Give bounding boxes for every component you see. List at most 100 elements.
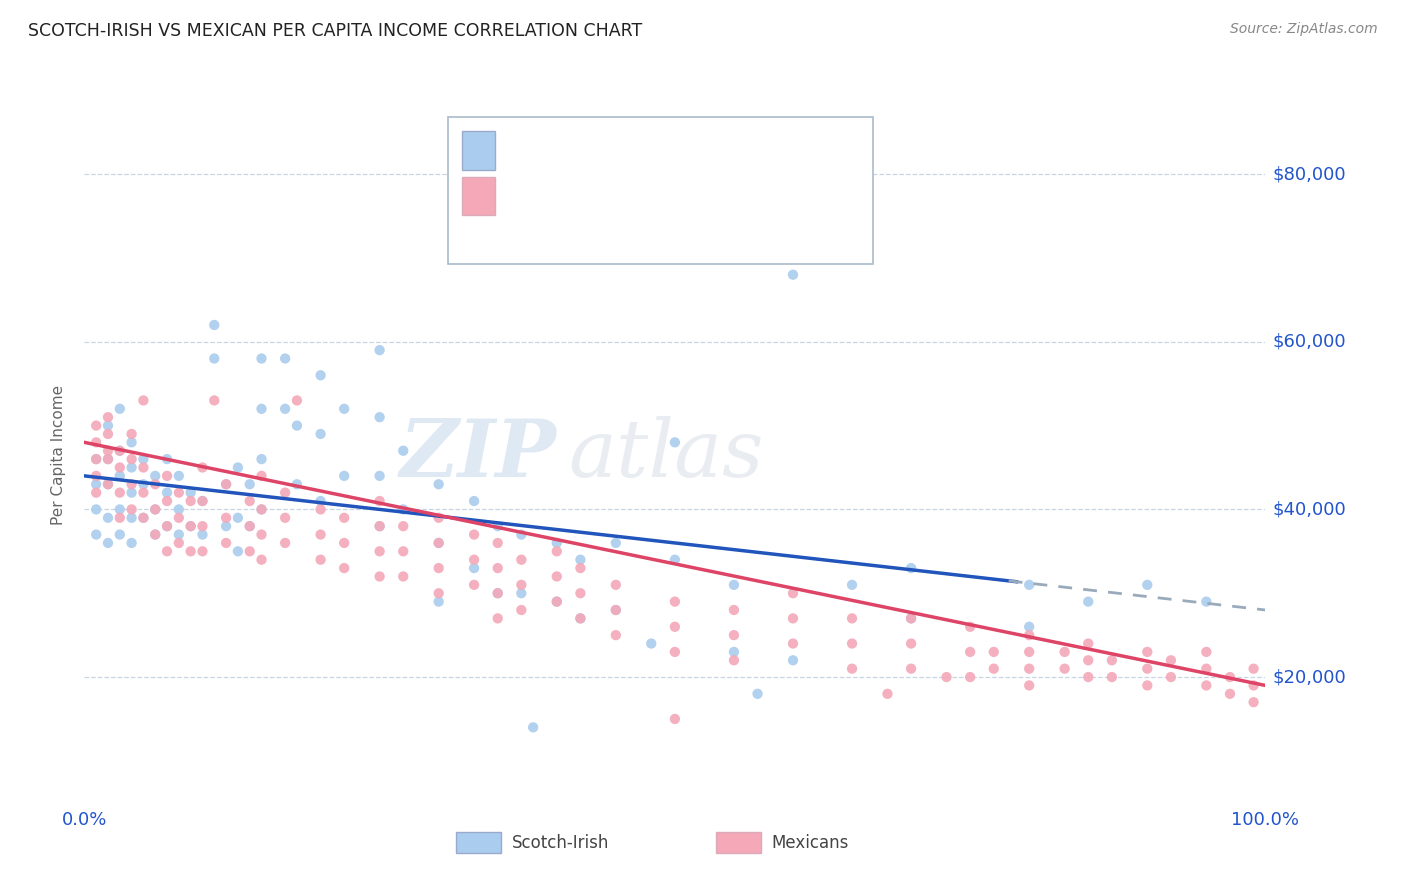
Point (1018, 620, 1040, 634)
Point (510, 578, 533, 592)
Point (121, 477, 143, 491)
Point (1243, 695, 1265, 709)
Point (84, 452, 107, 467)
Point (108, 401, 131, 416)
Point (333, 561, 356, 575)
Point (108, 443, 131, 458)
Point (226, 544, 249, 558)
Point (84, 452, 107, 467)
Point (1136, 662, 1159, 676)
Point (309, 494, 332, 508)
Point (569, 586, 592, 600)
Point (180, 494, 202, 508)
Point (392, 443, 415, 458)
Point (97, 510, 120, 524)
Point (121, 452, 143, 467)
Point (1077, 653, 1099, 667)
Point (782, 586, 804, 600)
Point (664, 645, 686, 659)
Point (143, 502, 166, 516)
Point (309, 527, 332, 541)
Point (309, 552, 332, 566)
Point (239, 519, 262, 533)
Point (368, 343, 391, 358)
Point (510, 527, 533, 541)
Point (723, 653, 745, 667)
Point (723, 603, 745, 617)
Point (215, 477, 238, 491)
Point (605, 628, 627, 642)
Point (250, 401, 273, 416)
Point (84, 435, 107, 450)
Point (1077, 670, 1099, 684)
Point (191, 519, 214, 533)
Point (427, 561, 450, 575)
Point (368, 468, 391, 483)
Point (900, 611, 922, 625)
Point (486, 586, 509, 600)
Point (143, 527, 166, 541)
Point (1243, 662, 1265, 676)
Point (250, 502, 273, 516)
Point (900, 611, 922, 625)
Point (664, 435, 686, 450)
Point (392, 502, 415, 516)
Point (486, 611, 509, 625)
Point (392, 569, 415, 583)
Point (427, 594, 450, 608)
Point (463, 494, 485, 508)
Point (121, 485, 143, 500)
Point (368, 544, 391, 558)
Point (640, 636, 662, 650)
Point (108, 510, 131, 524)
Point (841, 611, 863, 625)
Point (156, 485, 179, 500)
Point (121, 510, 143, 524)
Point (191, 494, 214, 508)
Point (782, 268, 804, 282)
Point (132, 477, 155, 491)
Point (239, 544, 262, 558)
Point (1077, 594, 1099, 608)
Point (132, 452, 155, 467)
Point (900, 561, 922, 575)
Point (274, 536, 297, 550)
Point (546, 569, 568, 583)
Point (841, 578, 863, 592)
Point (1195, 645, 1218, 659)
Point (605, 603, 627, 617)
Point (959, 620, 981, 634)
Point (1219, 670, 1241, 684)
Text: atlas: atlas (568, 417, 763, 493)
Point (180, 519, 202, 533)
Point (132, 393, 155, 408)
Point (605, 603, 627, 617)
Point (605, 578, 627, 592)
Point (900, 662, 922, 676)
Point (121, 427, 143, 442)
Point (143, 477, 166, 491)
Point (486, 561, 509, 575)
Point (167, 502, 190, 516)
Point (180, 485, 202, 500)
Point (121, 536, 143, 550)
Point (664, 594, 686, 608)
Point (97, 418, 120, 433)
Point (215, 519, 238, 533)
Point (486, 519, 509, 533)
Point (841, 636, 863, 650)
Point (121, 435, 143, 450)
Point (486, 586, 509, 600)
Point (250, 527, 273, 541)
Point (309, 502, 332, 516)
Point (463, 527, 485, 541)
Point (97, 452, 120, 467)
Point (569, 611, 592, 625)
Point (191, 544, 214, 558)
Point (1160, 653, 1182, 667)
Point (167, 468, 190, 483)
Point (108, 468, 131, 483)
Point (132, 460, 155, 475)
Point (215, 536, 238, 550)
Point (723, 645, 745, 659)
